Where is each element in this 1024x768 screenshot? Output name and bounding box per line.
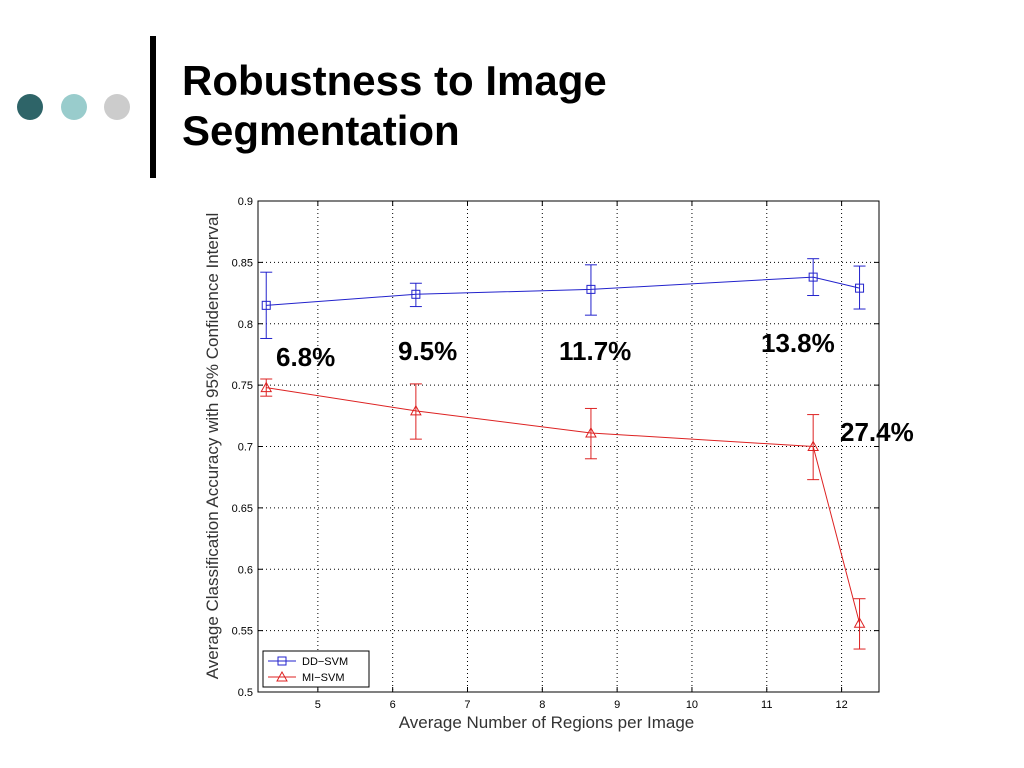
y-tick-label: 0.6 xyxy=(238,564,253,576)
y-tick-label: 0.9 xyxy=(238,196,253,208)
x-tick-label: 6 xyxy=(390,699,396,711)
series-line xyxy=(266,387,861,624)
slide-title: Robustness to Image Segmentation xyxy=(182,56,607,156)
title-line-2: Segmentation xyxy=(182,107,460,154)
y-tick-label: 0.55 xyxy=(232,626,253,638)
plot-frame xyxy=(257,200,880,693)
x-tick-label: 10 xyxy=(686,699,698,711)
x-tick-label: 11 xyxy=(761,699,772,711)
legend-label: MI−SVM xyxy=(302,672,344,684)
data-point-square xyxy=(277,656,287,666)
legend-label: DD−SVM xyxy=(302,656,348,668)
y-tick-label: 0.85 xyxy=(232,257,253,269)
data-point-triangle xyxy=(260,381,273,393)
y-tick-label: 0.75 xyxy=(232,380,253,392)
dot-teal xyxy=(61,94,87,120)
annotation-pct-1: 6.8% xyxy=(276,342,336,372)
series-mi-svm xyxy=(260,378,866,650)
annotation-pct-2: 9.5% xyxy=(398,336,458,366)
dot-gray xyxy=(104,94,130,120)
annotation-pct-3: 11.7% xyxy=(559,336,632,366)
x-tick-label: 9 xyxy=(614,699,620,711)
data-point-triangle xyxy=(807,440,820,451)
x-tick-label: 12 xyxy=(835,699,847,711)
title-divider xyxy=(150,36,156,178)
legend: DD−SVM MI−SVM xyxy=(262,650,370,688)
y-axis-label: Average Classification Accuracy with 95%… xyxy=(203,213,222,679)
data-point-square xyxy=(586,284,596,294)
series-line xyxy=(266,276,860,306)
annotation-pct-4: 13.8% xyxy=(761,328,835,358)
annotation-pct-5: 27.4% xyxy=(840,417,914,447)
y-tick-label: 0.7 xyxy=(238,442,253,454)
data-point-square xyxy=(411,289,421,299)
series-dd-svm xyxy=(260,258,866,339)
y-tick-label: 0.5 xyxy=(238,687,253,699)
data-point-square xyxy=(261,300,271,310)
data-point-triangle xyxy=(276,670,288,682)
data-point-triangle xyxy=(853,617,866,628)
data-point-square xyxy=(808,272,818,282)
x-axis-label: Average Number of Regions per Image xyxy=(399,713,694,732)
y-tick-label: 0.8 xyxy=(238,319,253,331)
title-line-1: Robustness to Image xyxy=(182,57,607,104)
data-point-triangle xyxy=(410,404,422,416)
dot-dark xyxy=(17,94,43,120)
x-tick-label: 5 xyxy=(315,699,321,711)
y-tick-label: 0.65 xyxy=(232,503,253,515)
x-tick-label: 7 xyxy=(464,699,470,711)
x-tick-label: 8 xyxy=(539,699,545,711)
data-point-triangle xyxy=(585,426,597,438)
data-point-square xyxy=(855,283,865,293)
